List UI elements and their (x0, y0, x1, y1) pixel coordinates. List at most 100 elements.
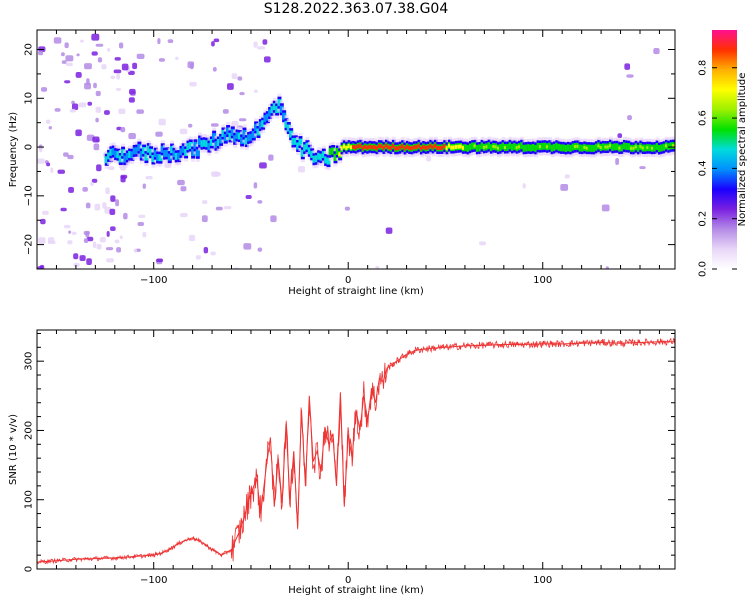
heatmap-noise-cell (40, 218, 46, 225)
heatmap-ridge-core (338, 152, 343, 157)
heatmap-noise-cell (39, 264, 45, 269)
heatmap-ridge-mid (212, 133, 217, 141)
heatmap-ridge-mid (611, 143, 616, 151)
heatmap-ridge-mid (669, 142, 674, 150)
heatmap-noise-cell (253, 182, 258, 189)
heatmap-noise-cell (627, 115, 632, 121)
heatmap-noise-cell (344, 206, 350, 211)
heatmap-ridge-mid (499, 144, 504, 152)
heatmap-ridge-mid (569, 144, 574, 152)
heatmap-ridge-core (368, 144, 373, 149)
heatmap-noise-cell (121, 63, 129, 71)
heatmap-ridge-mid (277, 99, 282, 107)
heatmap-ridge-mid (601, 143, 606, 151)
heatmap-ridge-mid (580, 144, 585, 152)
heatmap-ridge-core (646, 146, 651, 150)
heatmap-noise-cell (189, 81, 197, 87)
heatmap-ridge-mid (230, 128, 235, 136)
heatmap-ridge-mid (128, 151, 133, 159)
heatmap-ridge-mid (184, 148, 189, 156)
heatmap-ridge-core (492, 145, 497, 149)
snr-ticks: −100 0 100 0 100 200 300 (24, 330, 675, 586)
colorbar-ticks: 0.0 0.2 0.4 0.6 0.8 (698, 60, 737, 277)
heatmap-noise-cell (253, 41, 258, 48)
heatmap-ridge-mid (522, 144, 527, 152)
colorbar-tick-label: 0.8 (698, 60, 709, 76)
heatmap-ridge-mid (179, 148, 184, 156)
heatmap-ridge-mid (242, 130, 247, 138)
x-tick-label: 0 (345, 575, 351, 586)
heatmap-ridge-mid (291, 137, 296, 145)
heatmap-ridge-mid (226, 127, 231, 135)
heatmap-noise-cell (102, 202, 107, 209)
heatmap-noise-cell (180, 186, 187, 192)
x-tick-label: 100 (533, 575, 552, 586)
heatmap-ridge-mid (247, 134, 252, 142)
heatmap-ridge-mid (163, 150, 168, 158)
heatmap-ridge-mid (235, 131, 240, 139)
heatmap-ridge-core (405, 144, 410, 149)
heatmap-ridge-core (599, 146, 604, 150)
heatmap-ridge-core (461, 145, 466, 150)
heatmap-ridge-mid (312, 155, 317, 163)
heatmap-ridge-mid (564, 144, 569, 152)
heatmap-ridge-mid (282, 112, 287, 120)
heatmap-ridge-mid (116, 151, 121, 159)
heatmap-noise-cell (85, 202, 91, 209)
heatmap-noise-cell (167, 39, 174, 44)
heatmap-ridge-mid (648, 144, 653, 152)
heatmap-noise-cell (105, 187, 110, 195)
heatmap-noise-cell (156, 258, 164, 263)
heatmap-ridge-core (438, 145, 443, 150)
heatmap-noise-cell (118, 108, 126, 115)
heatmap-ridge-core (445, 146, 450, 151)
heatmap-noise-cell (84, 63, 92, 70)
heatmap-ridge-mid (527, 144, 532, 152)
heatmap-noise-cell (76, 53, 80, 57)
heatmap-ridge-mid (130, 151, 135, 159)
heatmap-noise-cell (109, 208, 116, 216)
heatmap-noise-cell (91, 51, 98, 56)
heatmap-noise-cell (96, 243, 102, 250)
heatmap-ridge-core (359, 143, 364, 148)
heatmap-noise-cell (116, 126, 122, 131)
heatmap-noise-cell (61, 60, 67, 64)
heatmap-noise-cell (262, 39, 268, 45)
heatmap-ridge-core (473, 144, 478, 148)
heatmap-ridge-mid (615, 143, 620, 151)
heatmap-noise-cell (188, 234, 196, 242)
heatmap-ridge-core (426, 145, 431, 150)
heatmap-ridge-mid (125, 152, 130, 160)
heatmap-ridge-mid (149, 148, 154, 156)
heatmap-noise-cell (104, 206, 112, 214)
heatmap-noise-cell (79, 255, 86, 262)
heatmap-ridge-mid (328, 148, 333, 156)
colorbar-label: Normalized spectral amplitude (737, 73, 748, 227)
heatmap-noise-cell (175, 56, 179, 61)
heatmap-ridge-mid (144, 153, 149, 161)
heatmap-noise-cell (60, 207, 67, 212)
heatmap-ridge-mid (513, 142, 518, 150)
heatmap-noise-cell (243, 243, 252, 250)
heatmap-ridge-mid (520, 142, 525, 150)
heatmap-noise-cell (95, 106, 102, 113)
heatmap-ridge-core (345, 145, 350, 150)
heatmap-ridge-core (447, 143, 452, 148)
heatmap-ridge-core (433, 143, 438, 148)
heatmap-noise-cell (268, 154, 274, 161)
heatmap-noise-cell (75, 72, 82, 78)
heatmap-noise-cell (47, 240, 56, 245)
y-tick-label: 100 (24, 490, 35, 509)
heatmap-ridge-mid (594, 143, 599, 151)
heatmap-ridge-core (401, 144, 406, 149)
heatmap-ridge-mid (622, 142, 627, 150)
heatmap-noise-cell (91, 178, 98, 183)
heatmap-ridge-mid (489, 144, 494, 152)
heatmap-ridge-mid (137, 144, 142, 152)
heatmap-y-axis-label: Frequency (Hz) (8, 112, 19, 188)
heatmap-ridge-mid (146, 145, 151, 153)
heatmap-noise-cell (257, 200, 263, 204)
heatmap-noise-cell (93, 143, 100, 151)
heatmap-noise-cell (60, 52, 65, 57)
